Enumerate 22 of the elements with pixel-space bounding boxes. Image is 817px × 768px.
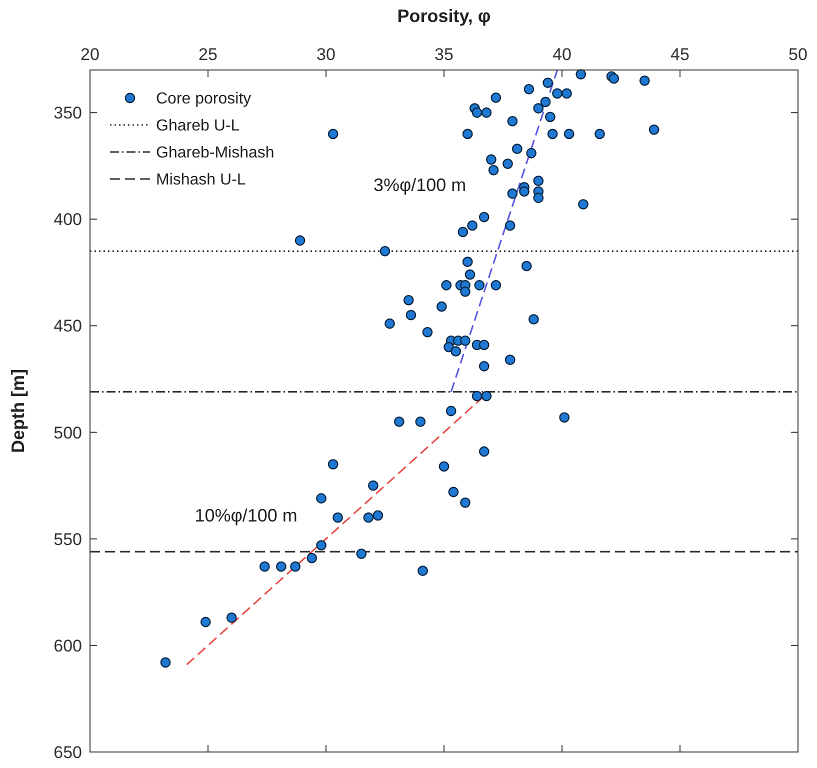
y-tick-label: 450 [54, 316, 82, 336]
legend-label: Ghareb U-L [156, 118, 240, 135]
x-tick-label: 50 [788, 45, 808, 64]
y-tick-label: 550 [54, 530, 82, 549]
x-axis-title: Porosity, φ [397, 6, 491, 26]
x-tick-label: 30 [316, 45, 336, 64]
x-tick-label: 25 [198, 45, 218, 64]
y-axis-title: Depth [m] [8, 369, 28, 453]
x-tick-label: 45 [670, 45, 690, 64]
y-tick-label: 600 [54, 636, 82, 656]
y-tick-label: 650 [54, 742, 82, 762]
x-tick-label: 20 [80, 45, 100, 64]
legend-label: Mishash U-L [156, 172, 246, 189]
legend-label: Ghareb-Mishash [156, 144, 274, 162]
legend-label: Core porosity [156, 90, 252, 108]
y-tick-label: 350 [54, 104, 82, 123]
annotation: 10%φ/100 m [194, 506, 298, 526]
x-tick-label: 35 [434, 45, 454, 64]
y-tick-label: 500 [54, 423, 82, 442]
x-tick-label: 40 [552, 45, 572, 64]
y-tick-label: 400 [54, 210, 82, 230]
annotation: 3%φ/100 m [373, 175, 466, 196]
